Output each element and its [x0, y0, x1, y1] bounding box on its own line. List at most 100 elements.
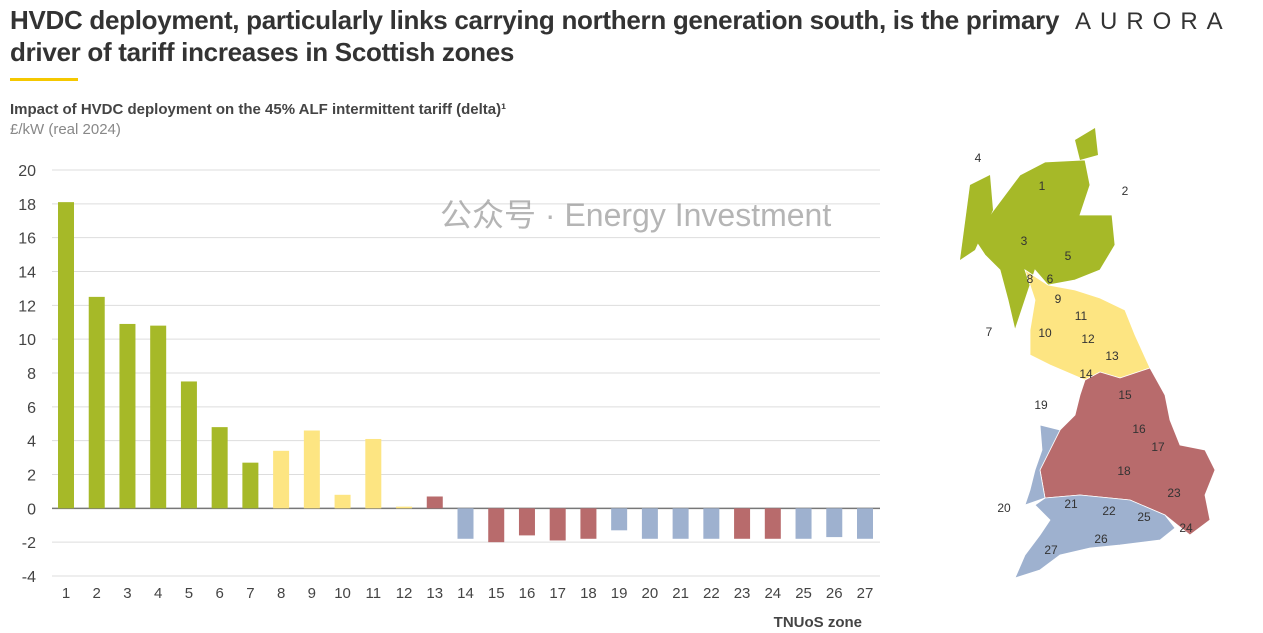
- x-tick-label: 17: [549, 585, 566, 602]
- x-axis-title: TNUoS zone: [774, 614, 862, 631]
- bar-zone-13: [426, 496, 443, 509]
- map-zone-label: 21: [1064, 497, 1078, 511]
- x-tick-label: 13: [426, 585, 443, 602]
- x-tick-label: 11: [366, 585, 382, 602]
- map-zone-label: 27: [1044, 543, 1058, 557]
- x-tick-label: 6: [215, 585, 223, 602]
- map-region-green-north: [1075, 128, 1098, 160]
- x-tick-label: 21: [672, 585, 689, 602]
- y-tick-label: 16: [18, 231, 36, 248]
- map-zone-label: 18: [1117, 464, 1131, 478]
- bar-zone-17: [549, 508, 566, 541]
- bar-zone-4: [150, 325, 167, 509]
- bar-zone-24: [764, 508, 781, 539]
- bar-zone-1: [58, 202, 74, 509]
- map-region-blue: [1014, 494, 1176, 579]
- x-tick-label: 25: [795, 585, 812, 602]
- map-zone-label: 17: [1151, 440, 1165, 454]
- bar-zone-9: [303, 430, 320, 509]
- map-zone-label: 26: [1094, 532, 1108, 546]
- map-zone-label: 10: [1038, 326, 1052, 340]
- bar-zone-16: [518, 508, 535, 536]
- x-tick-label: 7: [246, 585, 254, 602]
- map-zone-label: 22: [1102, 504, 1116, 518]
- y-tick-label: 18: [18, 197, 36, 214]
- y-tick-label: -4: [22, 569, 36, 586]
- bar-zone-26: [826, 508, 843, 538]
- x-tick-label: 18: [580, 585, 597, 602]
- bar-zone-19: [611, 508, 628, 531]
- map-zone-label: 25: [1137, 510, 1151, 524]
- bar-zone-11: [365, 438, 382, 509]
- bar-zone-25: [795, 508, 812, 539]
- y-tick-label: 8: [27, 366, 36, 383]
- x-tick-label: 8: [277, 585, 285, 602]
- bar-zone-22: [703, 508, 720, 539]
- map-zone-label: 4: [975, 151, 982, 165]
- bar-zone-15: [488, 508, 505, 543]
- title-underline: [10, 78, 78, 81]
- map-zone-label: 8: [1027, 272, 1034, 286]
- x-tick-label: 22: [703, 585, 720, 602]
- bar-zone-2: [88, 296, 105, 509]
- x-tick-label: 10: [334, 585, 351, 602]
- page-title: HVDC deployment, particularly links carr…: [10, 5, 1060, 67]
- x-tick-label: 16: [519, 585, 536, 602]
- bar-zone-18: [580, 508, 597, 539]
- chart-title: Impact of HVDC deployment on the 45% ALF…: [10, 101, 507, 118]
- y-tick-label: 12: [18, 298, 36, 315]
- map-region-blue-wales: [1024, 424, 1061, 506]
- map-zone-label: 3: [1021, 234, 1028, 248]
- x-tick-label: 1: [62, 585, 70, 602]
- map-zone-label: 1: [1039, 179, 1046, 193]
- x-tick-label: 3: [123, 585, 131, 602]
- bar-zone-5: [180, 381, 197, 509]
- x-tick-label: 26: [826, 585, 843, 602]
- x-tick-label: 12: [396, 585, 413, 602]
- map-zone-label: 11: [1075, 309, 1088, 323]
- x-tick-label: 14: [457, 585, 474, 602]
- map-zone-label: 5: [1065, 249, 1072, 263]
- aurora-logo: AURORA: [1075, 8, 1232, 35]
- y-tick-label: 14: [18, 265, 36, 282]
- map-zone-label: 19: [1034, 398, 1048, 412]
- x-tick-label: 24: [764, 585, 781, 602]
- map-zone-label: 12: [1081, 332, 1095, 346]
- x-tick-label: 27: [857, 585, 874, 602]
- x-tick-label: 20: [642, 585, 659, 602]
- map-zone-label: 20: [997, 501, 1011, 515]
- bar-zone-21: [672, 508, 689, 539]
- map-zone-label: 14: [1079, 367, 1093, 381]
- bar-zone-27: [857, 508, 873, 539]
- map-zone-label: 7: [986, 325, 993, 339]
- bar-zone-12: [396, 506, 413, 509]
- y-tick-label: 0: [27, 501, 36, 518]
- x-tick-label: 2: [93, 585, 101, 602]
- y-tick-label: 6: [27, 400, 36, 417]
- x-tick-label: 4: [154, 585, 162, 602]
- map-zone-label: 13: [1105, 349, 1119, 363]
- y-tick-label: 10: [18, 332, 36, 349]
- chart-unit: £/kW (real 2024): [10, 121, 121, 138]
- x-tick-label: 23: [734, 585, 751, 602]
- x-tick-label: 19: [611, 585, 628, 602]
- map-zone-label: 9: [1055, 292, 1062, 306]
- map-region-yellow: [1024, 269, 1151, 381]
- map-zone-label: 23: [1167, 486, 1181, 500]
- x-tick-label: 9: [308, 585, 316, 602]
- bar-zone-23: [734, 508, 751, 539]
- bar-zone-7: [242, 462, 259, 509]
- map-zone-label: 2: [1122, 184, 1129, 198]
- bar-zone-8: [273, 450, 290, 509]
- y-tick-label: 4: [27, 434, 36, 451]
- x-tick-label: 15: [488, 585, 505, 602]
- bar-zone-10: [334, 494, 351, 509]
- x-tick-label: 5: [185, 585, 193, 602]
- bar-zone-14: [457, 508, 474, 539]
- y-tick-label: -2: [22, 535, 36, 552]
- map-zone-label: 24: [1179, 521, 1193, 535]
- y-tick-label: 20: [18, 163, 36, 180]
- bar-zone-6: [211, 427, 228, 509]
